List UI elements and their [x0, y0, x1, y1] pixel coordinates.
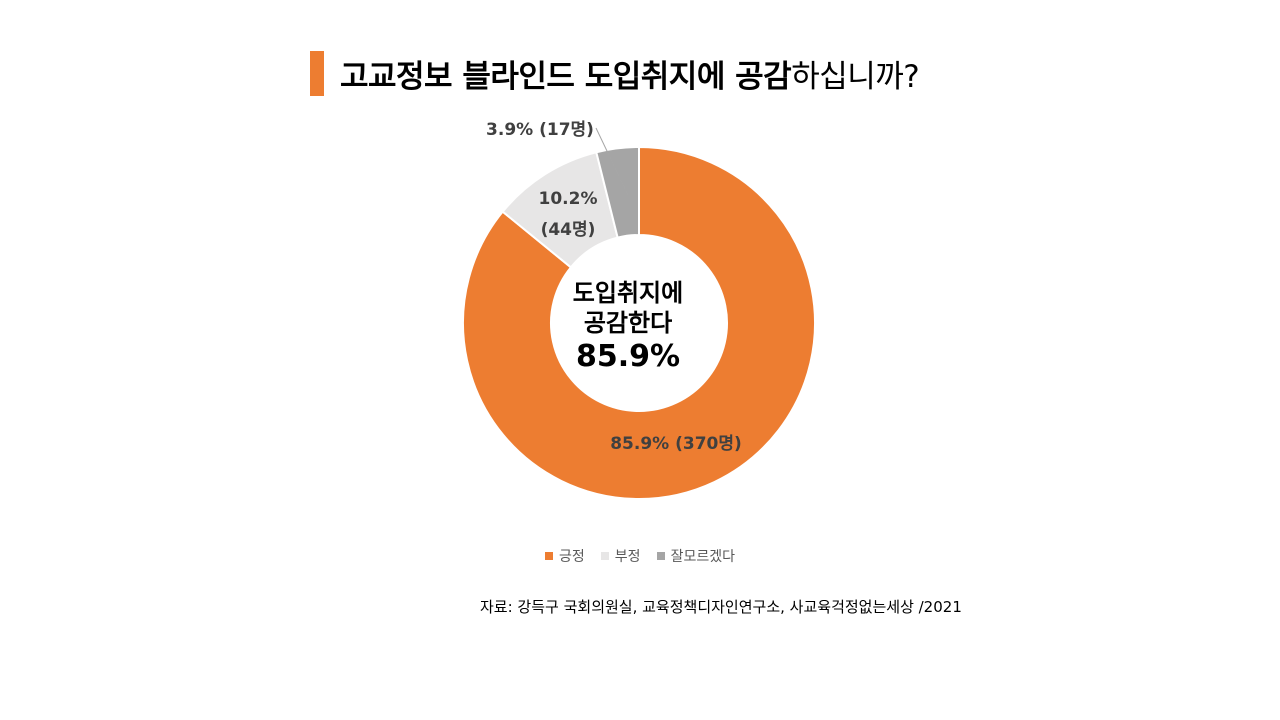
legend-swatch — [600, 552, 609, 560]
legend-swatch — [545, 552, 554, 560]
legend: 긍정 부정 잘모르겠다 — [0, 546, 1280, 566]
donut-segments — [462, 145, 816, 500]
title-text: 고교정보 블라인드 도입취지에 공감하십니까? — [340, 51, 920, 96]
center-label-line2: 공감한다 — [584, 309, 672, 337]
center-value: 85.9% — [576, 339, 680, 374]
chart-title: 고교정보 블라인드 도입취지에 공감하십니까? — [310, 50, 920, 96]
donut-chart: 85.9% (370명) 10.2% (44명) 3.9% (17명) 도입취지… — [462, 120, 816, 500]
legend-label: 긍정 — [559, 549, 585, 565]
legend-swatch — [656, 552, 665, 560]
leader-line — [595, 127, 629, 196]
legend-label: 부정 — [614, 549, 641, 565]
source-note: 자료: 강득구 국회의원실, 교육정책디자인연구소, 사교육걱정없는세상 /20… — [480, 598, 962, 616]
segment-positive — [462, 145, 816, 500]
title-bold: 고교정보 블라인드 도입취지에 공감 — [340, 58, 792, 95]
label-negative-percent: 10.2% — [539, 189, 598, 209]
title-accent-bar — [310, 50, 324, 96]
legend-item-negative: 부정 — [600, 546, 641, 566]
center-label-line1: 도입취지에 — [573, 279, 683, 307]
legend-item-unknown: 잘모르겠다 — [656, 546, 735, 566]
segment-unknown — [595, 145, 640, 239]
label-positive: 85.9% (370명) — [610, 434, 742, 454]
label-negative-count: (44명) — [541, 220, 596, 240]
title-light: 하십니까? — [791, 58, 920, 95]
label-unknown: 3.9% (17명) — [486, 120, 594, 140]
legend-item-positive: 긍정 — [545, 546, 585, 566]
legend-label: 잘모르겠다 — [670, 549, 735, 565]
